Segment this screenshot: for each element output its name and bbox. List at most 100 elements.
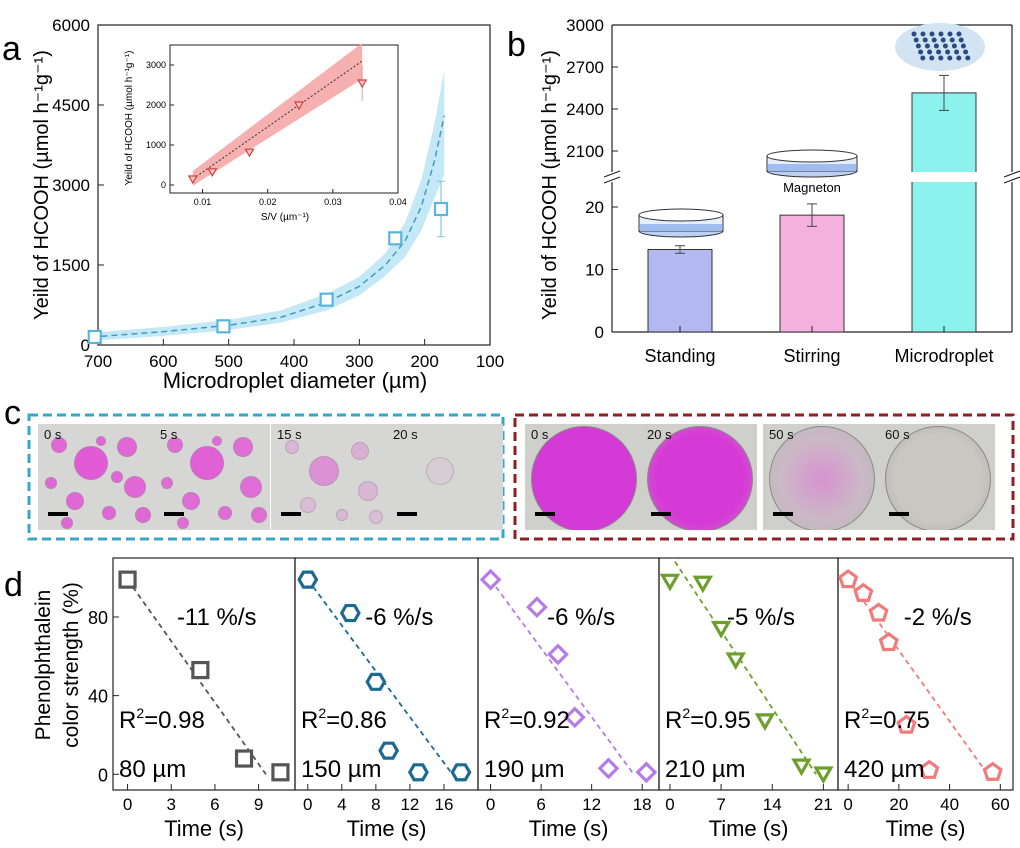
scale-bar — [397, 512, 417, 516]
panel-d-ylabel-line2: color strength (%) — [60, 582, 83, 748]
stirring-beaker-icon — [766, 149, 858, 178]
panel-d-subplot-420m: 0 20 40 60 -2 %/s R2=0.75 420 µm Time (s) — [837, 557, 1014, 841]
x-tick-label: 0 — [486, 795, 495, 814]
axis-break-mark — [603, 176, 621, 184]
array-dot — [947, 31, 953, 37]
y-tick-label: 0 — [98, 765, 108, 785]
r-squared-label: R2=0.95 — [665, 705, 751, 734]
bar-standing — [647, 249, 713, 333]
droplet — [45, 477, 57, 489]
marker-hexagon — [407, 763, 429, 782]
y-tick-label: 3000 — [52, 176, 90, 195]
r-squared-label: R2=0.75 — [844, 705, 930, 734]
array-dot — [954, 49, 960, 55]
y-tick-label: 80 — [88, 608, 108, 628]
marker-triangle — [754, 713, 776, 732]
droplet — [182, 492, 200, 510]
x-tick-label: 500 — [214, 352, 242, 371]
panel-a-ylabel: Yeild of HCOOH (µmol h⁻¹g⁻¹) — [31, 50, 53, 320]
x-tick-label: 12 — [582, 795, 601, 814]
time-label: 20 s — [393, 427, 418, 442]
array-dot — [929, 55, 935, 61]
droplet — [124, 476, 146, 498]
micrograph-large-droplet: 50 s — [763, 424, 879, 530]
array-dot — [958, 37, 964, 43]
subplot-frame — [837, 557, 1014, 791]
y-tick-label: 0 — [595, 323, 604, 342]
inset-x-tick-label: 0.01 — [194, 197, 212, 207]
array-dot — [951, 43, 957, 49]
scale-bar — [164, 512, 184, 516]
y-tick-label: 2100 — [566, 142, 604, 161]
r-superscript: 2 — [861, 705, 869, 721]
panel-b-ylabel: Yeild of HCOOH (µmol h⁻¹g⁻¹) — [539, 50, 561, 320]
x-tick-label: 400 — [280, 352, 308, 371]
micrograph-large-droplet: 60 s — [879, 424, 995, 530]
micrograph-small-droplets: 0 s — [38, 424, 154, 530]
droplet — [96, 436, 106, 446]
panel-a-inset: 0.01 0.02 0.03 0.04 0 1000 2000 3000 S/V (µm⁻¹… — [124, 43, 407, 223]
inset-xlabel: S/V (µm⁻¹) — [261, 212, 309, 223]
marker-pentagon — [868, 602, 889, 622]
droplet — [251, 507, 267, 523]
panel-c-right-frame — [513, 413, 1015, 541]
marker-diamond — [563, 706, 586, 729]
array-dot — [960, 43, 966, 49]
category-label: Microdroplet — [894, 346, 993, 366]
marker-pentagon — [853, 582, 874, 602]
array-dot — [947, 55, 953, 61]
panel-b-label: b — [507, 26, 526, 64]
marker-pentagon — [838, 569, 859, 589]
marker-triangle — [710, 620, 732, 639]
inset-confidence-band — [192, 43, 363, 186]
droplet — [336, 509, 348, 521]
x-tick-label: 600 — [149, 352, 177, 371]
x-tick-label: 0 — [843, 795, 852, 814]
inset-y-tick-label: 1000 — [146, 140, 166, 150]
time-label: 60 s — [885, 427, 910, 442]
r-symbol: R — [484, 707, 501, 734]
droplet — [135, 507, 151, 523]
array-dot — [927, 49, 933, 55]
marker-square — [191, 660, 210, 680]
inset-data-point-triangle — [293, 101, 305, 111]
y-tick-label: 0 — [81, 336, 90, 355]
micrograph-large-droplet: 0 s — [525, 424, 641, 530]
y-tick-label: 3000 — [566, 16, 604, 35]
droplet — [351, 442, 369, 460]
time-label: 50 s — [769, 427, 794, 442]
panel-a-plot: 700 600 500 400 300 200 100 0 1500 3000 4500 6000 — [52, 16, 504, 371]
inset-y-tick-label: 2000 — [146, 100, 166, 110]
r-symbol: R — [301, 707, 318, 734]
panel-a-label: a — [2, 30, 21, 68]
fit-line — [671, 558, 817, 775]
droplet — [218, 506, 232, 520]
x-tick-label: 6 — [210, 795, 219, 814]
scale-bar — [889, 512, 909, 516]
inset-x-tick-label: 0.04 — [389, 197, 407, 207]
inset-data-point-triangle — [207, 168, 218, 178]
x-tick-label: 12 — [400, 795, 419, 814]
scale-bar — [773, 512, 793, 516]
y-tick-label: 4500 — [52, 96, 90, 115]
x-tick-label: 3 — [167, 795, 176, 814]
panel-d-ylabel-line1: Phenolphthalein — [32, 590, 55, 741]
droplet — [309, 456, 339, 486]
inset-x-tick-label: 0.03 — [324, 197, 342, 207]
droplet — [426, 457, 454, 485]
array-dot — [915, 43, 921, 49]
rate-label: -6 %/s — [547, 604, 615, 631]
marker-diamond — [597, 757, 620, 780]
time-label: 0 s — [531, 427, 549, 442]
r-symbol: R — [665, 707, 682, 734]
array-dot — [920, 55, 926, 61]
data-point-square — [319, 292, 334, 307]
panel-d-label: d — [4, 566, 23, 604]
category-label: Stirring — [783, 346, 840, 366]
x-tick-label: 0 — [123, 795, 132, 814]
panel-d-subplot-150m: 0 4 8 12 16 -6 %/s R2=0.86 150 µm Time (s) — [294, 557, 479, 841]
inset-y-tick-label: 0 — [161, 180, 166, 190]
marker-diamond — [526, 596, 548, 619]
microdroplet-array-icon — [895, 23, 985, 71]
